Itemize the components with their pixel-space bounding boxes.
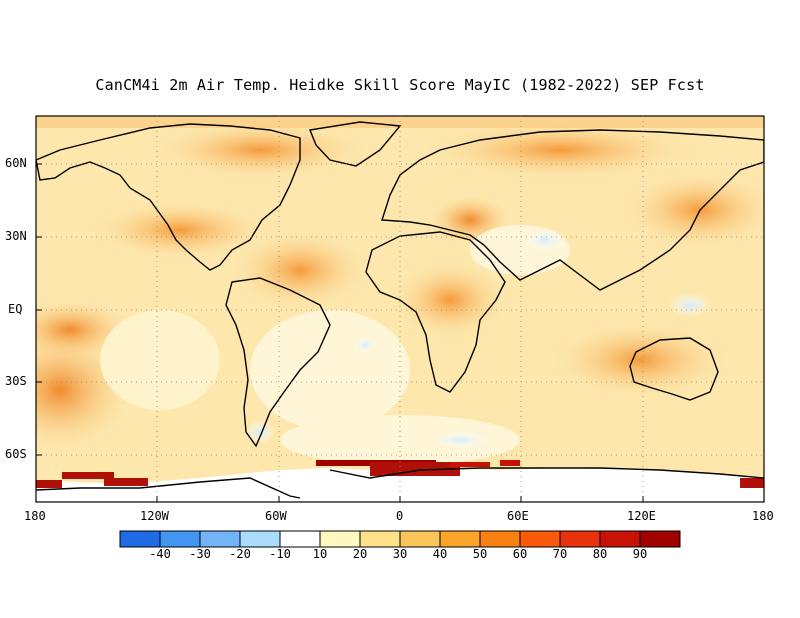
lat-label-30n: 30N <box>5 229 27 243</box>
colorbar <box>119 530 681 548</box>
colorbar-box <box>399 530 441 548</box>
colorbar-tick-label: -10 <box>269 547 291 561</box>
colorbar-box <box>319 530 361 548</box>
colorbar-tick-label: -20 <box>229 547 251 561</box>
colorbar-box <box>599 530 641 548</box>
lat-label-60s: 60S <box>5 447 27 461</box>
map-title: CanCM4i 2m Air Temp. Heidke Skill Score … <box>95 76 705 94</box>
colorbar-tick-label: 50 <box>472 547 488 561</box>
lon-label-120e: 120E <box>627 509 656 523</box>
lon-label-60w: 60W <box>265 509 287 523</box>
colorbar-box <box>199 530 241 548</box>
colorbar-tick-label: 90 <box>632 547 648 561</box>
colorbar-tick-label: 70 <box>552 547 568 561</box>
lat-label-eq: EQ <box>8 302 23 316</box>
colorbar-box <box>559 530 601 548</box>
axis-ticks <box>36 163 644 502</box>
colorbar-tick-label: 10 <box>312 547 328 561</box>
lon-label-120w: 120W <box>140 509 169 523</box>
colorbar-tick-label: -40 <box>149 547 171 561</box>
colorbar-tick-label: 80 <box>592 547 608 561</box>
colorbar-tick-label: 40 <box>432 547 448 561</box>
colorbar-box <box>639 530 681 548</box>
colorbar-box <box>239 530 281 548</box>
coastlines <box>36 121 764 499</box>
colorbar-box <box>479 530 521 548</box>
colorbar-tick-label: 20 <box>352 547 368 561</box>
lon-label-180e: 180 <box>752 509 774 523</box>
colorbar-box <box>439 530 481 548</box>
colorbar-tick-label: 60 <box>512 547 528 561</box>
colorbar-box <box>359 530 401 548</box>
colorbar-box <box>159 530 201 548</box>
colorbar-box <box>119 530 161 548</box>
colorbar-tick-label: -30 <box>189 547 211 561</box>
colorbar-box <box>519 530 561 548</box>
lon-label-180w: 180 <box>24 509 46 523</box>
lon-label-60e: 60E <box>507 509 529 523</box>
lat-label-60n: 60N <box>5 156 27 170</box>
lat-label-30s: 30S <box>5 374 27 388</box>
lon-label-0: 0 <box>396 509 404 523</box>
skill-field <box>36 116 764 502</box>
colorbar-tick-label: 30 <box>392 547 408 561</box>
colorbar-box <box>279 530 321 548</box>
